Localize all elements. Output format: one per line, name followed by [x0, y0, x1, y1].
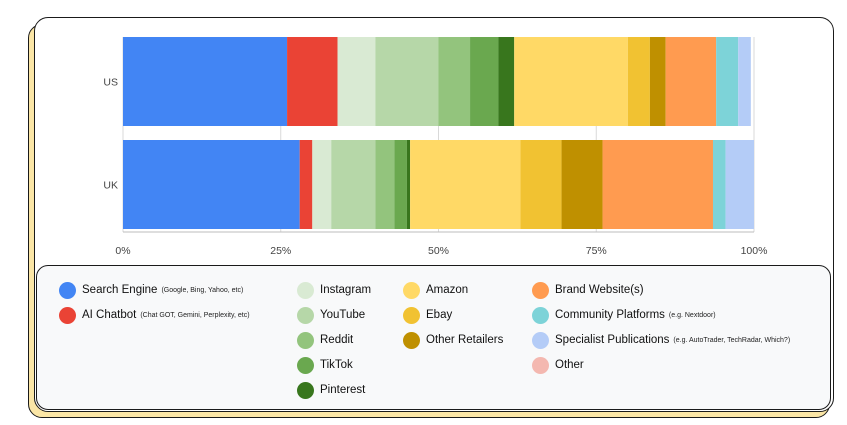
bar-segment-us-9 — [627, 37, 650, 126]
bar-segment-us-6 — [470, 37, 499, 126]
legend-item: Ebay — [403, 305, 452, 325]
legend-swatch — [403, 281, 420, 299]
legend-label: Amazon — [426, 284, 469, 296]
bar-segment-uk-10 — [561, 140, 603, 229]
legend-swatch — [297, 381, 314, 399]
legend-label: AI Chatbot — [82, 309, 137, 321]
x-tick-label: 100% — [741, 245, 768, 257]
legend-swatch — [297, 331, 314, 349]
legend-label: TikTok — [320, 359, 353, 371]
bar-segment-us-3 — [337, 37, 376, 126]
category-label: US — [103, 77, 118, 89]
legend-label: Other Retailers — [426, 334, 504, 346]
legend-swatch — [297, 306, 314, 324]
x-tick-label: 50% — [428, 245, 449, 257]
legend-note: (e.g. AutoTrader, TechRadar, Which?) — [673, 336, 791, 344]
legend-item: Amazon — [403, 280, 468, 300]
legend-label: Instagram — [320, 284, 372, 296]
legend-item: Community Platforms (e.g. Nextdoor) — [532, 305, 716, 325]
bar-segment-us-5 — [438, 37, 471, 126]
legend-label: Search Engine — [82, 284, 158, 296]
legend-item: Search Engine (Google, Bing, Yahoo, etc) — [59, 280, 243, 300]
chart-legend: Search Engine (Google, Bing, Yahoo, etc) A… — [36, 265, 831, 410]
legend-label: Other — [555, 359, 584, 371]
legend-label: Pinterest — [320, 384, 366, 396]
legend-swatch — [59, 281, 76, 299]
legend-swatch — [403, 306, 420, 324]
bar-segment-us-10 — [649, 37, 666, 126]
category-label: UK — [103, 180, 118, 192]
bar-segment-uk-13 — [725, 140, 754, 229]
bar-segment-uk-4 — [331, 140, 376, 229]
stacked-bar-chart: US UK 0% 25% 50% 75% 100% — [103, 37, 768, 257]
legend-swatch — [532, 356, 549, 374]
bar-segment-uk-5 — [375, 140, 395, 229]
legend-label: Brand Website(s) — [555, 284, 644, 296]
legend-item: TikTok — [297, 355, 353, 375]
bar-segment-us-7 — [498, 37, 515, 126]
bar-segment-uk-9 — [520, 140, 562, 229]
legend-label: YouTube — [320, 309, 366, 321]
legend-item: Brand Website(s) — [532, 280, 644, 300]
bar-segment-us-1 — [123, 37, 288, 126]
x-tick-label: 0% — [115, 245, 130, 257]
legend-item: Instagram — [297, 280, 371, 300]
bar-segment-uk-1 — [123, 140, 300, 229]
legend-label: Ebay — [426, 309, 453, 321]
bar-segment-us-4 — [375, 37, 439, 126]
bar-segment-us-2 — [287, 37, 338, 126]
bar-segment-us-13 — [738, 37, 751, 126]
x-tick-label: 75% — [586, 245, 607, 257]
legend-swatch — [297, 356, 314, 374]
bar-segment-uk-3 — [312, 140, 332, 229]
legend-item: Pinterest — [297, 380, 365, 400]
bar-segment-us-8 — [514, 37, 628, 126]
legend-swatch — [297, 281, 314, 299]
legend-label: Reddit — [320, 334, 354, 346]
legend-item: YouTube — [297, 305, 365, 325]
legend-item: Specialist Publications (e.g. AutoTrader,… — [532, 330, 790, 350]
bar-segment-uk-8 — [410, 140, 521, 229]
bar-segment-us-12 — [716, 37, 739, 126]
bar-segment-uk-12 — [712, 140, 726, 229]
legend-swatch — [532, 306, 549, 324]
legend-swatch — [403, 331, 420, 349]
legend-label: Community Platforms — [555, 309, 665, 321]
legend-swatch — [532, 281, 549, 299]
legend-item: AI Chatbot (Chat GOT, Gemini, Perplexity,… — [59, 305, 250, 325]
legend-swatch — [532, 331, 549, 349]
legend-item: Other Retailers — [403, 330, 503, 350]
bar-segment-uk-11 — [602, 140, 713, 229]
legend-item: Other — [532, 355, 584, 375]
bar-segment-uk-2 — [299, 140, 313, 229]
x-tick-label: 25% — [270, 245, 291, 257]
legend-note: (Chat GOT, Gemini, Perplexity, etc) — [140, 311, 250, 319]
bar-segment-uk-7 — [406, 140, 411, 229]
legend-note: (e.g. Nextdoor) — [668, 311, 716, 319]
legend-label: Specialist Publications — [555, 334, 670, 346]
bar-segment-us-11 — [665, 37, 717, 126]
legend-note: (Google, Bing, Yahoo, etc) — [161, 286, 244, 294]
legend-swatch — [59, 306, 76, 324]
legend-item: Reddit — [297, 330, 353, 350]
bar-segment-uk-6 — [394, 140, 407, 229]
